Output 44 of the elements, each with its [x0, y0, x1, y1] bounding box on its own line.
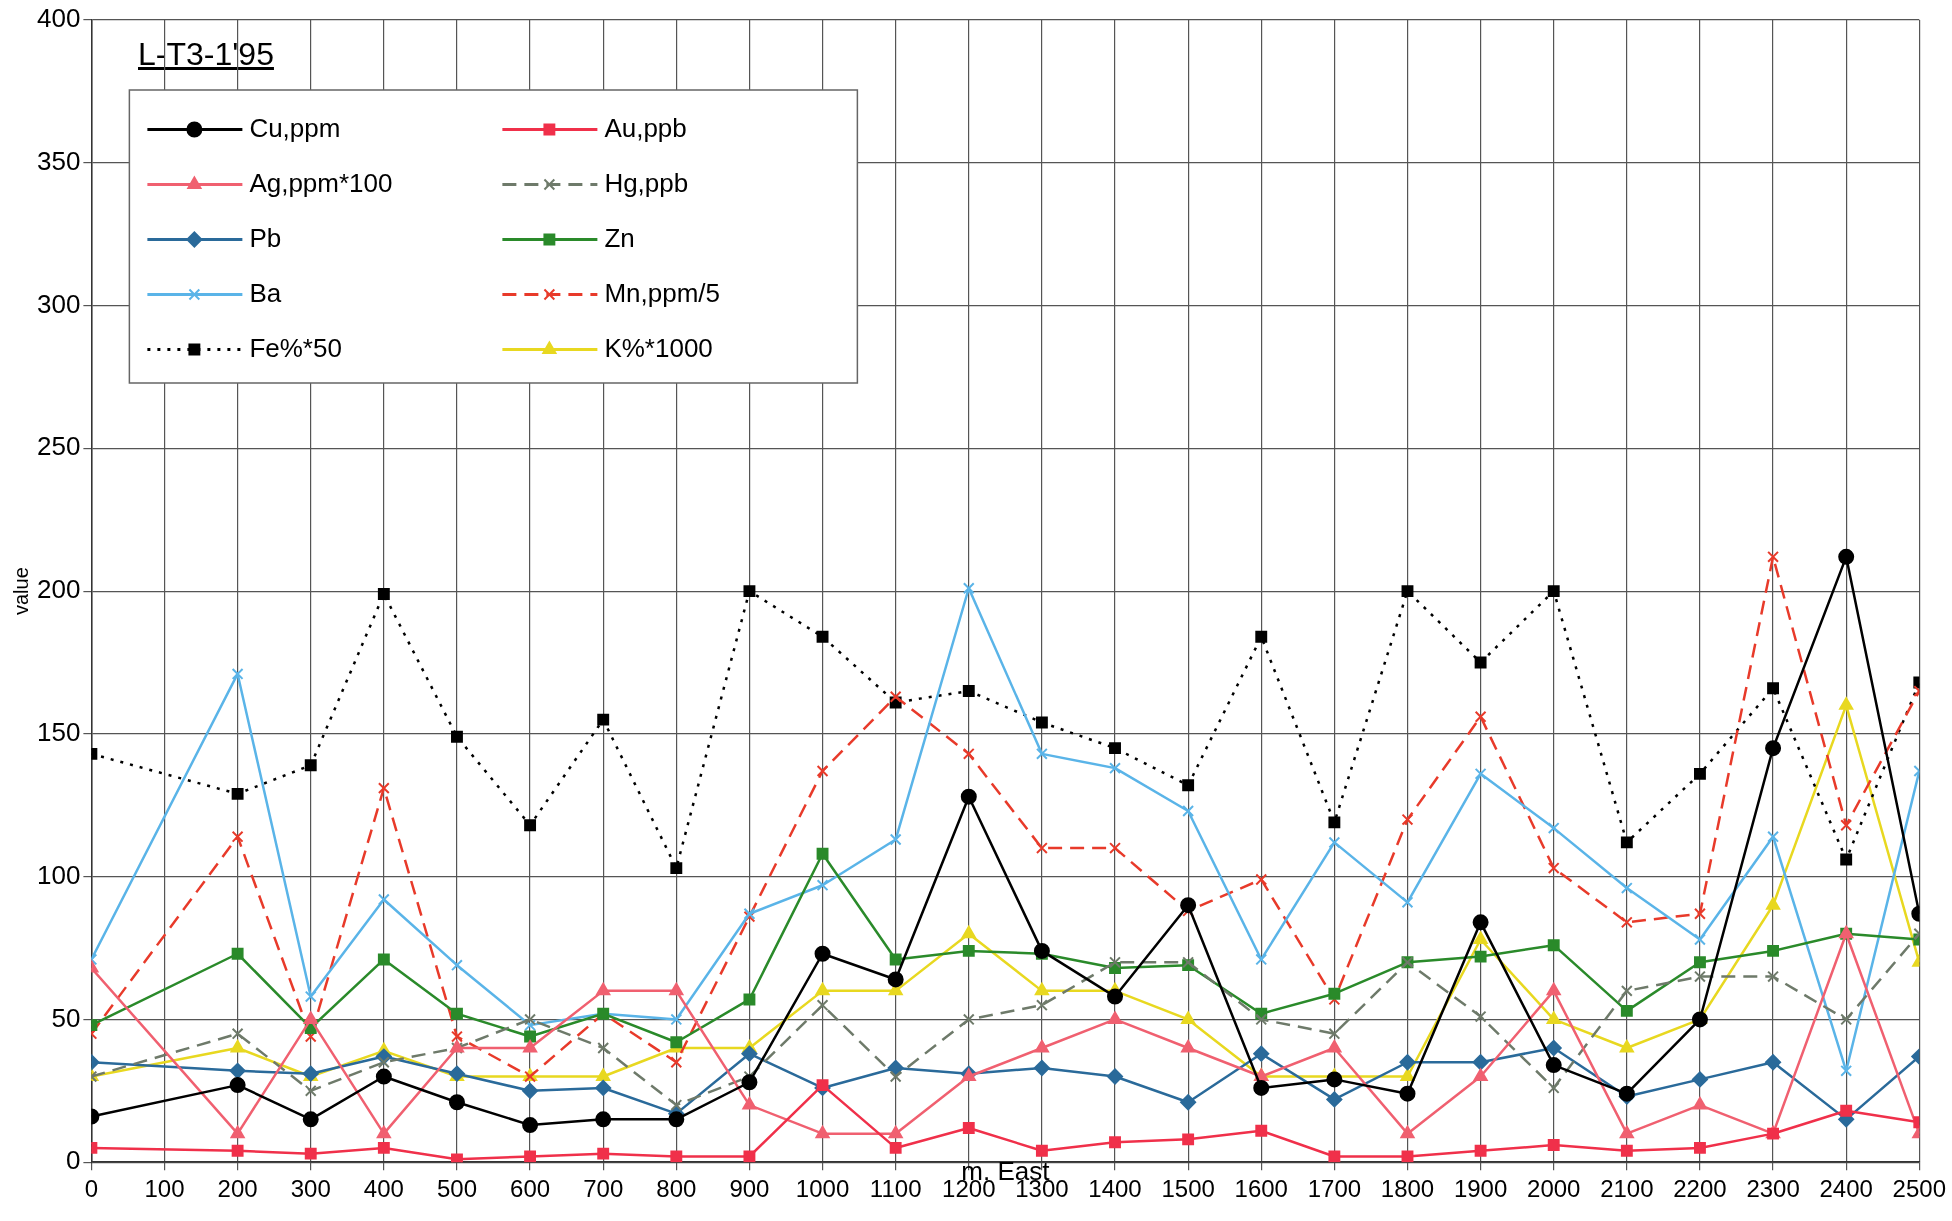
x-tick-label: 2000 — [1527, 1175, 1581, 1203]
x-tick-label: 2200 — [1673, 1175, 1727, 1203]
y-tick-label: 100 — [36, 859, 81, 890]
y-tick-label: 400 — [36, 3, 81, 34]
x-tick-label: 1100 — [869, 1175, 922, 1203]
x-tick-label: 2500 — [1892, 1175, 1946, 1203]
y-tick-label: 250 — [36, 431, 81, 462]
y-tick-label: 200 — [36, 574, 81, 605]
legend-label: Fe%*50 — [249, 332, 342, 363]
x-tick-label: 1700 — [1307, 1175, 1362, 1203]
x-tick-label: 1900 — [1453, 1175, 1508, 1203]
x-tick-label: 1400 — [1088, 1175, 1142, 1203]
y-tick-label: 300 — [36, 288, 81, 319]
x-tick-label: 300 — [290, 1175, 331, 1203]
x-tick-label: 600 — [510, 1175, 551, 1203]
legend-label: Pb — [249, 222, 282, 253]
legend-label: Zn — [604, 222, 635, 253]
x-tick-label: 1800 — [1380, 1175, 1435, 1203]
x-tick-label: 400 — [363, 1175, 404, 1203]
x-tick-label: 100 — [144, 1175, 185, 1203]
legend-label: K%*1000 — [604, 332, 713, 363]
y-tick-label: 150 — [36, 717, 81, 748]
x-tick-label: 800 — [656, 1175, 697, 1203]
x-tick-label: 1000 — [795, 1175, 850, 1203]
legend-label: Ag,ppm*100 — [249, 167, 393, 198]
x-tick-label: 1600 — [1234, 1175, 1288, 1203]
legend-label: Mn,ppm/5 — [604, 277, 720, 308]
legend-label: Au,ppb — [604, 112, 687, 143]
x-tick-label: 700 — [583, 1175, 624, 1203]
x-tick-label: 2100 — [1600, 1175, 1654, 1203]
x-tick-label: 500 — [436, 1175, 477, 1203]
y-tick-label: 0 — [65, 1145, 81, 1176]
y-tick-label: 350 — [36, 145, 81, 176]
x-tick-label: 1500 — [1161, 1175, 1215, 1203]
x-tick-label: 2400 — [1819, 1175, 1873, 1203]
x-tick-label: 200 — [217, 1175, 258, 1203]
legend-label: Ba — [249, 277, 282, 308]
y-axis-title: value — [9, 567, 32, 616]
x-tick-label: 2300 — [1746, 1175, 1800, 1203]
x-tick-label: 0 — [84, 1175, 99, 1203]
x-tick-label: 900 — [729, 1175, 770, 1203]
legend-label: Hg,ppb — [604, 167, 689, 198]
y-tick-label: 50 — [51, 1002, 81, 1033]
legend-label: Cu,ppm — [249, 112, 341, 143]
